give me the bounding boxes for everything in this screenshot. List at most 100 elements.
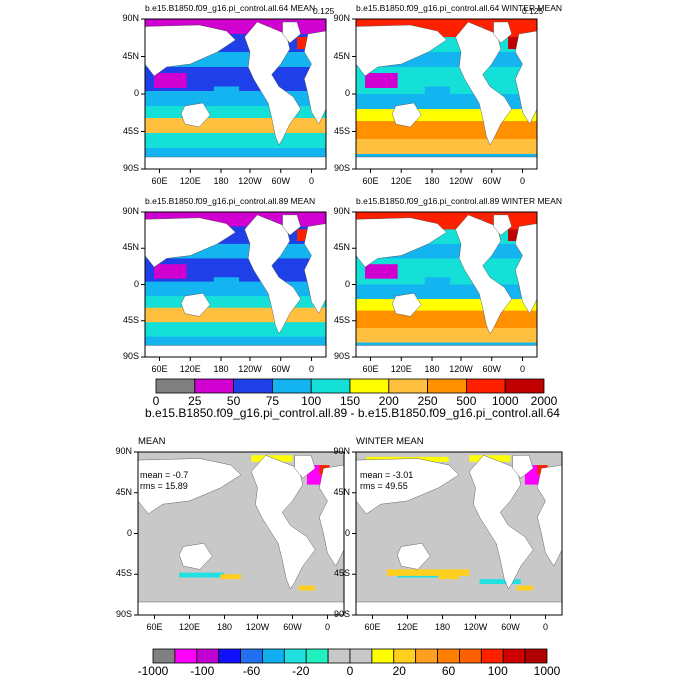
land-mass xyxy=(396,543,431,570)
ocean-patch xyxy=(508,229,523,241)
land-mass xyxy=(455,214,512,335)
lon-label: 120E xyxy=(396,622,419,632)
land-mass xyxy=(178,543,213,570)
colorbar-top-label: 25 xyxy=(188,394,202,408)
lon-label: 0 xyxy=(309,364,315,374)
colorbar-bottom-swatch xyxy=(327,648,351,664)
lat-label: 45S xyxy=(122,314,139,325)
lon-label: 60E xyxy=(146,622,163,632)
ocean-band xyxy=(145,258,326,283)
panel-title-3: b.e15.B1850.f09_g16.pi_control.all.89 ME… xyxy=(145,196,316,206)
lon-label: 60E xyxy=(151,364,168,374)
lat-label: 45N xyxy=(115,486,132,497)
lat-label: 90N xyxy=(333,13,350,23)
lat-label: 45S xyxy=(333,314,350,325)
lon-label: 120E xyxy=(390,364,412,374)
lon-label: 120E xyxy=(390,176,412,186)
ocean-band xyxy=(356,310,537,329)
colorbar-bottom-label: 60 xyxy=(441,664,456,678)
lon-label: 0 xyxy=(543,622,549,632)
colorbar-top-label: 50 xyxy=(226,394,241,408)
lat-label: 90S xyxy=(333,163,350,173)
lon-label: 120E xyxy=(179,176,201,186)
colorbar-top-label: 75 xyxy=(265,394,280,408)
lat-label: 45N xyxy=(333,242,350,253)
ocean-patch xyxy=(213,86,240,99)
colorbar-top-label: 2000 xyxy=(530,394,558,408)
lon-label: 120W xyxy=(463,622,488,632)
land-mass xyxy=(282,21,301,44)
stat-rms-2: rms = 49.55 xyxy=(360,481,408,491)
colorbar-top-label: 250 xyxy=(417,394,438,408)
lon-label: 120W xyxy=(449,176,473,186)
lon-label: 60E xyxy=(362,176,379,186)
colorbar-bottom-label: -1000 xyxy=(137,664,169,678)
lat-label: 45S xyxy=(122,125,139,136)
land-mass xyxy=(145,156,326,169)
lon-label: 60W xyxy=(482,176,501,186)
lon-label: 180 xyxy=(424,364,440,374)
land-mass xyxy=(512,455,534,479)
panel-corner-label-2: 0.125 xyxy=(522,6,544,16)
land-mass xyxy=(180,102,211,128)
colorbar-bottom-label: -100 xyxy=(190,664,215,678)
lat-label: 90N xyxy=(333,206,350,216)
map-panel-3 xyxy=(141,211,327,361)
lon-label: 60W xyxy=(482,364,501,374)
land-mass xyxy=(145,24,236,77)
ocean-band xyxy=(145,307,326,323)
ocean-band xyxy=(145,322,326,338)
colorbar-bottom-swatch xyxy=(218,648,241,664)
lon-label: 180 xyxy=(213,364,229,374)
land-mass xyxy=(515,30,537,125)
lat-label: 0 xyxy=(344,527,350,538)
map-panel-2 xyxy=(352,18,538,173)
stat-mean-2: mean = -3.01 xyxy=(360,470,414,480)
lon-label: 60E xyxy=(364,622,381,632)
land-mass xyxy=(145,345,326,357)
ocean-patch xyxy=(154,264,187,279)
land-mass xyxy=(469,455,534,590)
colorbar-top-swatch xyxy=(194,378,235,394)
colorbar-bottom-swatch xyxy=(240,648,263,664)
ocean-band xyxy=(356,139,537,155)
colorbar-top-swatch xyxy=(504,378,545,394)
lon-label: 180 xyxy=(435,622,451,632)
lat-label: 45N xyxy=(333,486,350,497)
lon-label: 0 xyxy=(520,176,526,186)
land-mass xyxy=(251,455,316,590)
land-mass xyxy=(356,24,447,77)
land-mass xyxy=(356,156,537,169)
ocean-patch xyxy=(213,277,240,289)
lat-label: 90S xyxy=(115,609,132,619)
lat-label: 0 xyxy=(133,278,139,289)
colorbar-bottom-swatch xyxy=(393,648,417,664)
colorbar-bottom-swatch xyxy=(524,648,548,664)
lat-label: 90N xyxy=(115,446,132,456)
colorbar-top-swatch xyxy=(233,378,273,394)
land-mass xyxy=(493,214,512,236)
lat-label: 90S xyxy=(122,351,139,361)
lon-label: 0 xyxy=(325,622,331,632)
difference-patch xyxy=(516,585,534,591)
colorbar-bottom-swatch xyxy=(480,648,504,664)
difference-patch xyxy=(479,579,521,585)
ocean-band xyxy=(356,328,537,343)
colorbar-bottom-label: 100 xyxy=(487,664,508,678)
land-mass xyxy=(391,102,422,128)
map-panel-1 xyxy=(141,18,327,173)
lon-label: 60W xyxy=(271,364,290,374)
land-mass xyxy=(537,464,562,567)
land-mass xyxy=(180,292,211,317)
land-mass xyxy=(138,601,344,615)
ocean-patch xyxy=(297,229,312,241)
land-mass xyxy=(282,214,301,236)
colorbar-top-swatch xyxy=(349,378,390,394)
land-mass xyxy=(244,214,301,335)
ocean-patch xyxy=(424,86,451,99)
colorbar-top-label: 0 xyxy=(152,394,160,408)
lat-label: 45N xyxy=(122,242,139,253)
lat-label: 45N xyxy=(333,50,350,61)
colorbar-bottom-swatch xyxy=(262,648,285,664)
